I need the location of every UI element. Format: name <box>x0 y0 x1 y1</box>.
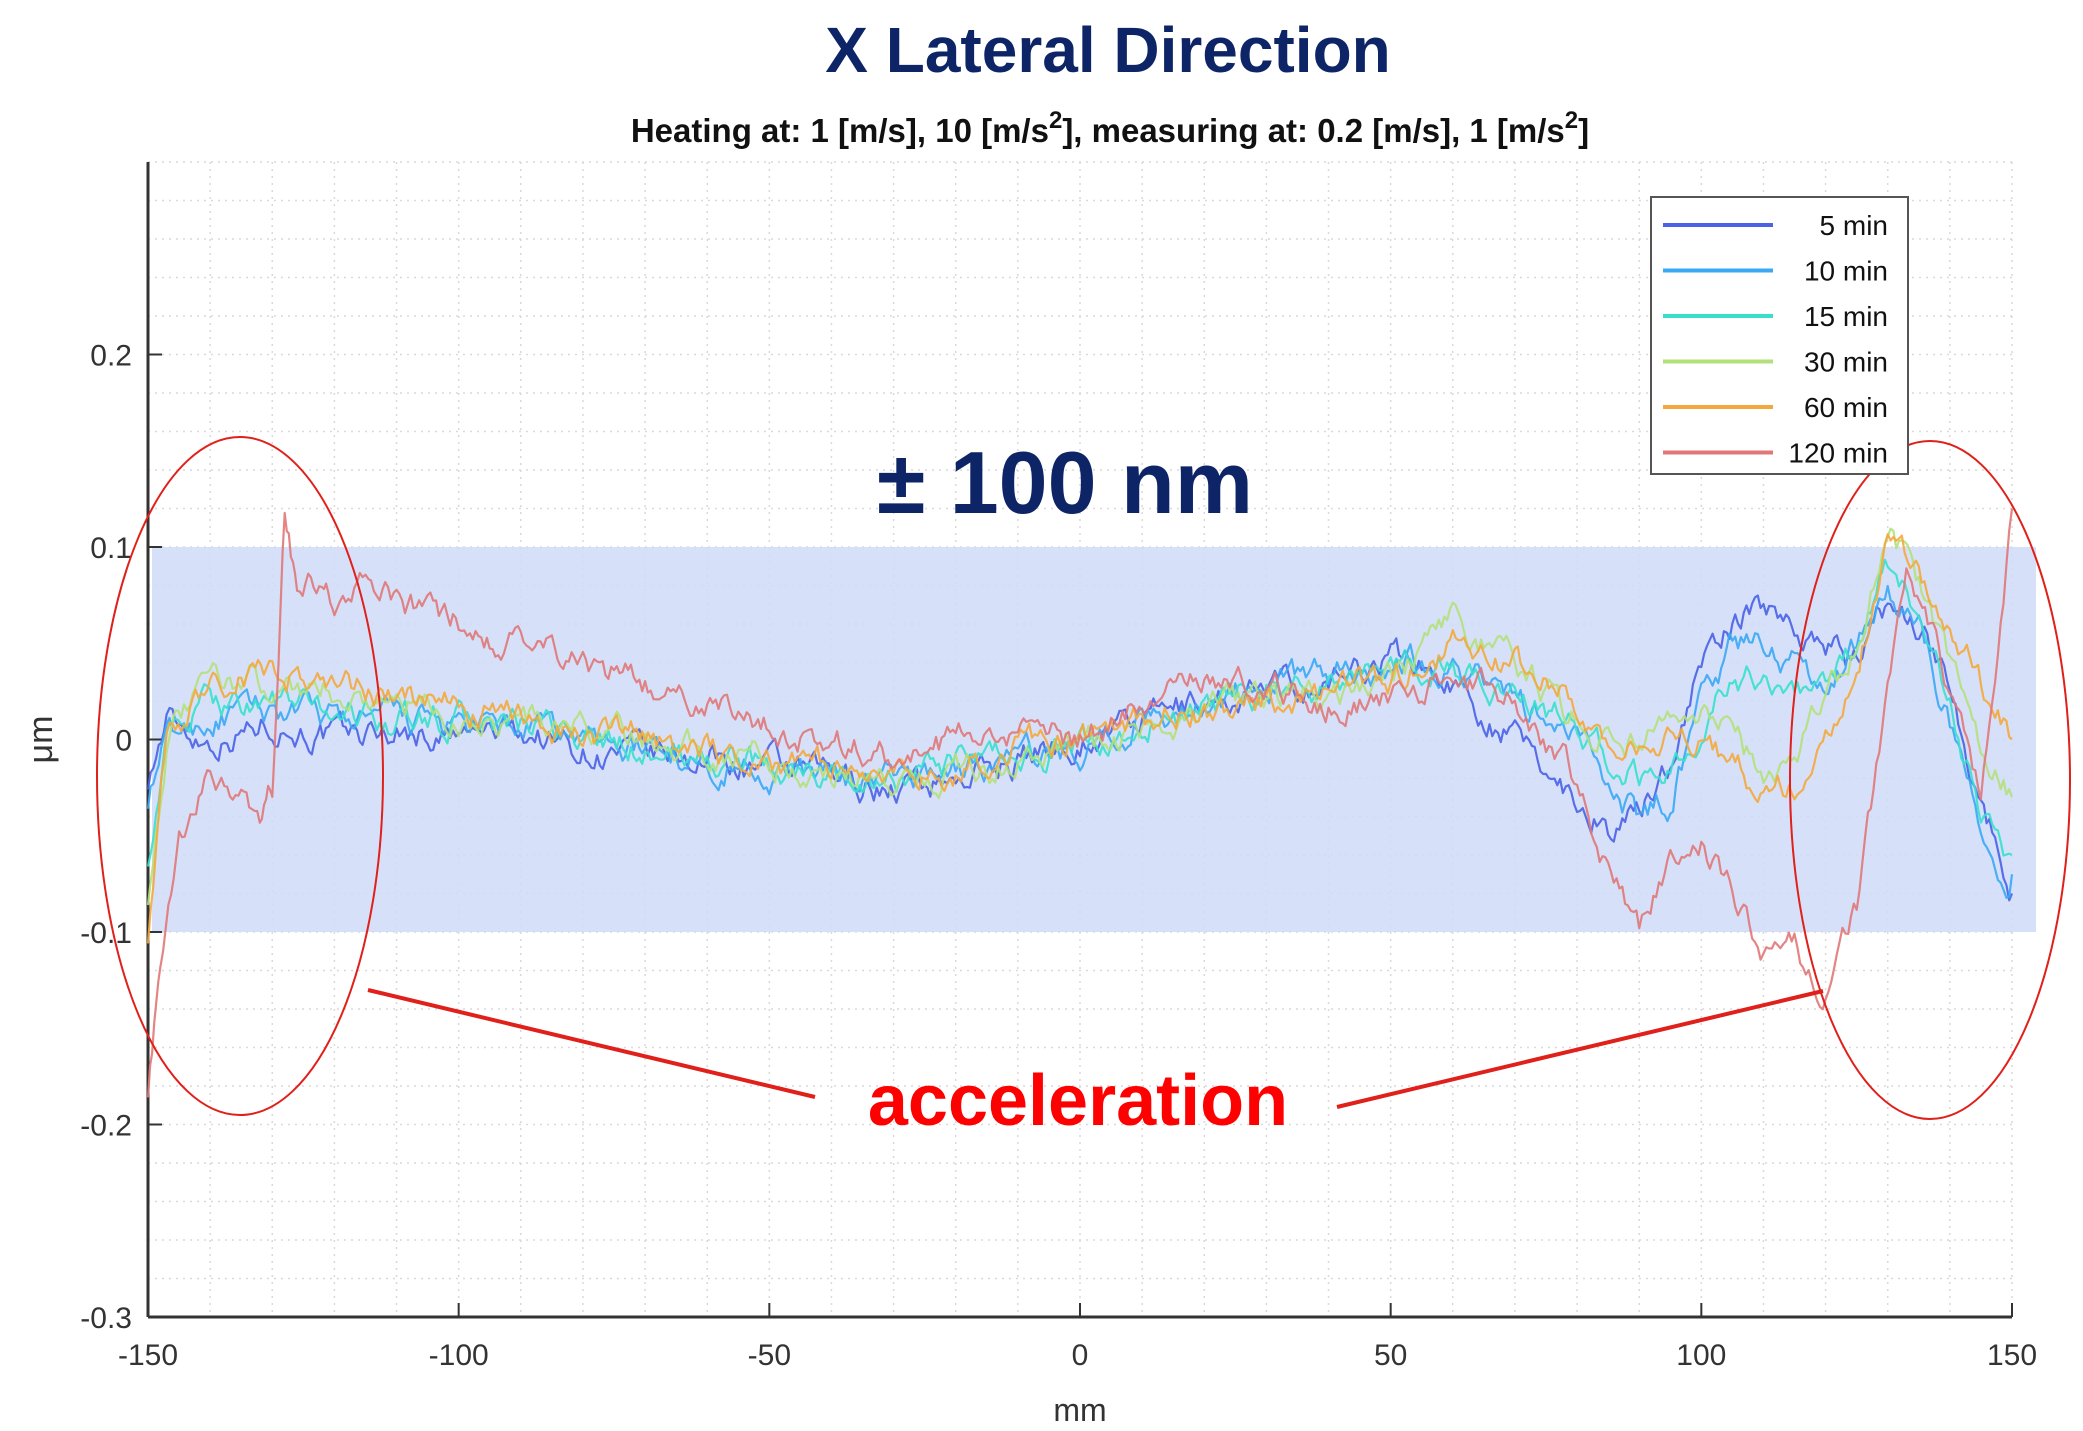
tolerance-band-label: ± 100 nm <box>877 433 1253 532</box>
legend-label: 15 min <box>1804 301 1888 332</box>
y-tick-label: 0 <box>115 725 132 758</box>
legend: 5 min 10 min 15 min 30 min 60 min 120 min <box>1650 196 1909 475</box>
chart-subtitle: Heating at: 1 [m/s], 10 [m/s2], measurin… <box>631 107 1589 149</box>
x-tick-label: -100 <box>429 1339 489 1372</box>
y-tick-label: -0.3 <box>80 1302 132 1335</box>
x-tick-label: 50 <box>1374 1339 1407 1372</box>
y-tick-label: -0.1 <box>80 917 132 950</box>
acceleration-label: acceleration <box>868 1061 1288 1141</box>
x-tick-label: 150 <box>1987 1339 2037 1372</box>
y-tick-label: 0.2 <box>90 340 132 373</box>
acceleration-ellipse-right <box>1789 440 2071 1120</box>
axes: -150 -100 -50 0 50 100 150 0.2 0.1 0 -0.1 -0.2 -0.3 m… <box>22 162 2037 1428</box>
subtitle-sup-1: 2 <box>1049 107 1062 134</box>
x-tick-label: 100 <box>1676 1339 1726 1372</box>
acceleration-pointer-left <box>367 988 816 1099</box>
legend-label: 30 min <box>1804 347 1888 378</box>
series-line-10-min <box>146 584 2014 899</box>
y-axis-label: μm <box>22 716 60 764</box>
y-tick-label: 0.1 <box>90 532 132 565</box>
subtitle-part-1: Heating at: 1 [m/s], 10 [m/s <box>631 112 1049 149</box>
acceleration-annotation: acceleration <box>96 436 2071 1141</box>
chart-title: X Lateral Direction <box>825 14 1391 86</box>
x-tick-label: -150 <box>118 1339 178 1372</box>
series-lines <box>146 508 2014 1098</box>
x-tick-label: -50 <box>748 1339 791 1372</box>
series-line-60-min <box>146 533 2013 944</box>
subtitle-part-3: ] <box>1578 112 1589 149</box>
x-axis-label: mm <box>1053 1392 1106 1428</box>
legend-label: 60 min <box>1804 392 1888 423</box>
legend-label: 10 min <box>1804 256 1888 287</box>
acceleration-ellipse-left <box>96 436 384 1116</box>
legend-label: 5 min <box>1820 210 1888 241</box>
legend-box <box>1650 196 1909 475</box>
acceleration-pointer-right <box>1336 989 1824 1109</box>
series-line-120-min <box>146 508 2014 1098</box>
subtitle-part-2: ], measuring at: 0.2 [m/s], 1 [m/s <box>1062 112 1564 149</box>
x-tick-label: 0 <box>1072 1339 1089 1372</box>
legend-label: 120 min <box>1788 438 1888 469</box>
subtitle-sup-2: 2 <box>1565 107 1578 134</box>
y-tick-label: -0.2 <box>80 1110 132 1143</box>
